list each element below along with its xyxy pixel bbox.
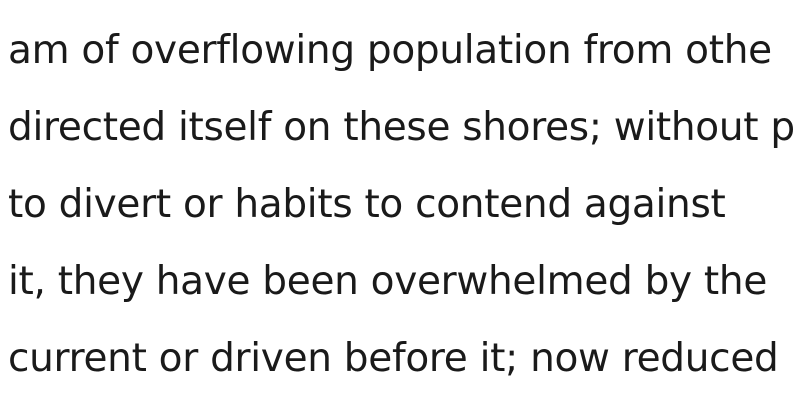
text-line-2: directed itself on these shores; without… bbox=[8, 89, 800, 166]
text-line-3: to divert or habits to contend against bbox=[8, 166, 800, 243]
text-line-4: it, they have been overwhelmed by the bbox=[8, 243, 800, 320]
text-line-5: current or driven before it; now reduced bbox=[8, 320, 800, 397]
document-text-block: am of overflowing population from othe d… bbox=[8, 12, 800, 397]
text-line-1: am of overflowing population from othe bbox=[8, 12, 800, 89]
